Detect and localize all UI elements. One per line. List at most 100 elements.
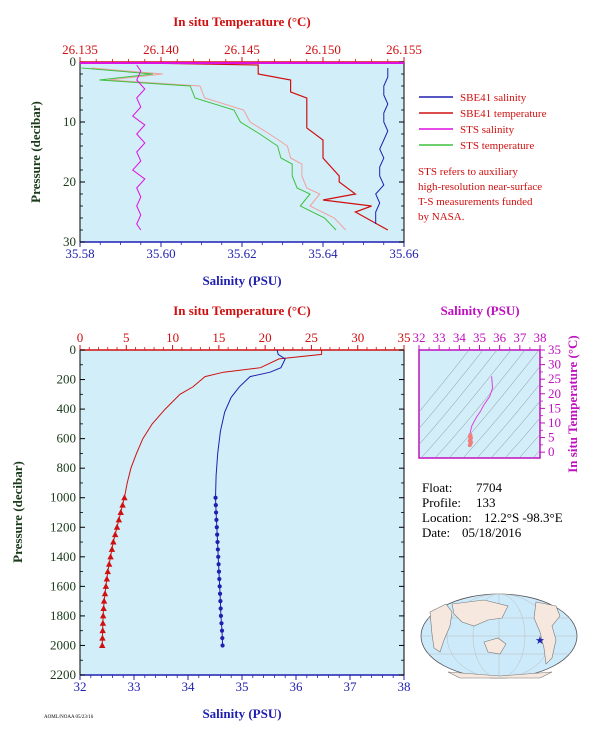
x-tick-label: 25 bbox=[305, 330, 318, 345]
date-value: 05/18/2016 bbox=[462, 525, 522, 540]
lower-top-ticks: 0 5 10 15 20 25 30 35 bbox=[77, 330, 411, 350]
salinity-deep-marker bbox=[215, 547, 220, 552]
temperature-deep-marker bbox=[99, 619, 107, 626]
x-tick-label: 26.150 bbox=[305, 42, 341, 57]
salinity-deep-marker bbox=[220, 635, 225, 641]
lower-x-axis-label: Salinity (PSU) bbox=[202, 706, 281, 721]
ts-deep-marker bbox=[468, 432, 473, 437]
y-tick-label: 1600 bbox=[50, 578, 76, 593]
density-contour bbox=[504, 417, 540, 458]
salinity-deep-marker bbox=[218, 613, 224, 619]
temperature-deep-marker bbox=[117, 509, 124, 515]
upper-x-axis-label: Salinity (PSU) bbox=[202, 273, 281, 288]
lower-plot-area bbox=[79, 349, 405, 676]
y-tick-label: 800 bbox=[57, 460, 77, 475]
lower-panel: In situ Temperature (°C) 0 5 10 15 20 25 30 35 … bbox=[10, 303, 411, 721]
temperature-deep-marker bbox=[102, 582, 110, 589]
x-tick-label: 5 bbox=[123, 330, 130, 345]
float-info: Float: 7704 Profile: 133 Location: 12.2°… bbox=[422, 480, 563, 540]
date-label: Date: bbox=[422, 525, 450, 540]
location-value: 12.2°S -98.3°E bbox=[484, 510, 563, 525]
y-tick-label: 30 bbox=[63, 234, 76, 249]
salinity-deep-marker bbox=[217, 576, 222, 582]
upper-series bbox=[79, 61, 404, 231]
salinity-deep-marker bbox=[215, 532, 220, 537]
x-tick-label: 35 bbox=[236, 679, 249, 694]
y-tick-label: 5 bbox=[548, 430, 555, 445]
density-contour bbox=[476, 383, 540, 458]
salinity-deep-marker bbox=[214, 517, 219, 522]
temperature-deep-marker bbox=[115, 516, 123, 523]
world-map-locator: ★ bbox=[420, 593, 578, 679]
y-tick-label: 200 bbox=[57, 372, 77, 387]
y-tick-label: 0 bbox=[70, 342, 77, 357]
y-tick-label: 15 bbox=[548, 400, 561, 415]
sts-note-line-2: high-resolution near-surface bbox=[418, 181, 542, 193]
upper-bottom-ticks: 35.58 35.60 35.62 35.64 35.66 bbox=[65, 242, 419, 261]
y-tick-label: 1200 bbox=[50, 519, 76, 534]
x-tick-label: 32 bbox=[413, 330, 426, 345]
x-tick-label: 35 bbox=[473, 330, 486, 345]
y-tick-label: 1000 bbox=[50, 490, 76, 505]
salinity-deep-marker bbox=[217, 591, 223, 596]
temperature-deep-marker bbox=[100, 605, 107, 612]
sts-note-line-3: T-S measurements funded bbox=[418, 196, 533, 208]
y-tick-label: 0 bbox=[70, 54, 77, 69]
density-contour bbox=[448, 350, 540, 458]
map-land-antarctica bbox=[447, 671, 553, 679]
salinity-deep-marker bbox=[217, 584, 222, 589]
y-tick-label: 10 bbox=[63, 114, 76, 129]
ts-plot-area bbox=[418, 349, 541, 459]
ts-series bbox=[467, 376, 494, 448]
x-tick-label: 35.66 bbox=[389, 246, 419, 261]
legend-label-sbe41-temperature: SBE41 temperature bbox=[460, 108, 547, 120]
y-tick-label: 10 bbox=[548, 415, 561, 430]
salinity-deep-marker bbox=[213, 510, 219, 515]
map-land-asia bbox=[451, 599, 509, 627]
x-tick-label: 35.58 bbox=[65, 246, 94, 261]
x-tick-label: 34 bbox=[453, 330, 467, 345]
salinity-deep-marker bbox=[220, 643, 225, 648]
temperature-deep-marker bbox=[107, 553, 114, 560]
temperature-deep-marker bbox=[101, 590, 109, 597]
density-contour bbox=[419, 350, 470, 413]
x-tick-label: 35.64 bbox=[308, 246, 338, 261]
temperature-deep-marker bbox=[99, 641, 106, 648]
profile-label: Profile: bbox=[422, 495, 461, 510]
float-position-marker: ★ bbox=[535, 634, 545, 647]
x-tick-label: 20 bbox=[259, 330, 272, 345]
lower-top-axis-label: In situ Temperature (°C) bbox=[173, 303, 311, 318]
upper-y-axis-label: Pressure (decibar) bbox=[28, 101, 43, 203]
lower-y-ticks: 0 200 400 600 800 1000 1200 1400 1600 1800 2000 220… bbox=[50, 342, 404, 682]
upper-panel: In situ Temperature (°C) 26.135 26.140 26.… bbox=[28, 14, 422, 288]
x-tick-label: 15 bbox=[212, 330, 225, 345]
map-land-americas bbox=[533, 601, 561, 665]
x-tick-label: 35 bbox=[398, 330, 411, 345]
x-tick-label: 33 bbox=[433, 330, 446, 345]
temperature-deep-marker bbox=[105, 560, 113, 567]
x-tick-label: 37 bbox=[344, 679, 358, 694]
y-tick-label: 20 bbox=[63, 174, 76, 189]
x-tick-label: 36 bbox=[493, 330, 507, 345]
x-tick-label: 10 bbox=[166, 330, 179, 345]
ts-diagram: Salinity (PSU) 32 33 34 35 36 37 38 0510152025… bbox=[413, 303, 581, 473]
x-tick-label: 26.135 bbox=[62, 42, 98, 57]
lower-bottom-ticks: 32 33 34 35 36 37 38 bbox=[74, 675, 411, 694]
upper-y-ticks: 0 10 20 30 bbox=[63, 54, 404, 249]
ts-top-axis-label: Salinity (PSU) bbox=[440, 303, 519, 318]
temperature-deep-marker bbox=[113, 523, 121, 530]
sts-temperature-shadow bbox=[91, 67, 347, 231]
ts-density-contours bbox=[419, 350, 540, 458]
y-tick-label: 2000 bbox=[50, 637, 76, 652]
salinity-deep-marker bbox=[219, 621, 224, 626]
upper-legend: SBE41 salinity SBE41 temperature STS sal… bbox=[418, 92, 547, 223]
y-tick-label: 20 bbox=[548, 386, 561, 401]
x-tick-label: 32 bbox=[74, 679, 87, 694]
y-tick-label: 0 bbox=[548, 444, 555, 459]
x-tick-label: 26.145 bbox=[224, 42, 260, 57]
density-contour bbox=[490, 400, 540, 458]
x-tick-label: 33 bbox=[128, 679, 141, 694]
salinity-deep-marker bbox=[218, 606, 223, 611]
